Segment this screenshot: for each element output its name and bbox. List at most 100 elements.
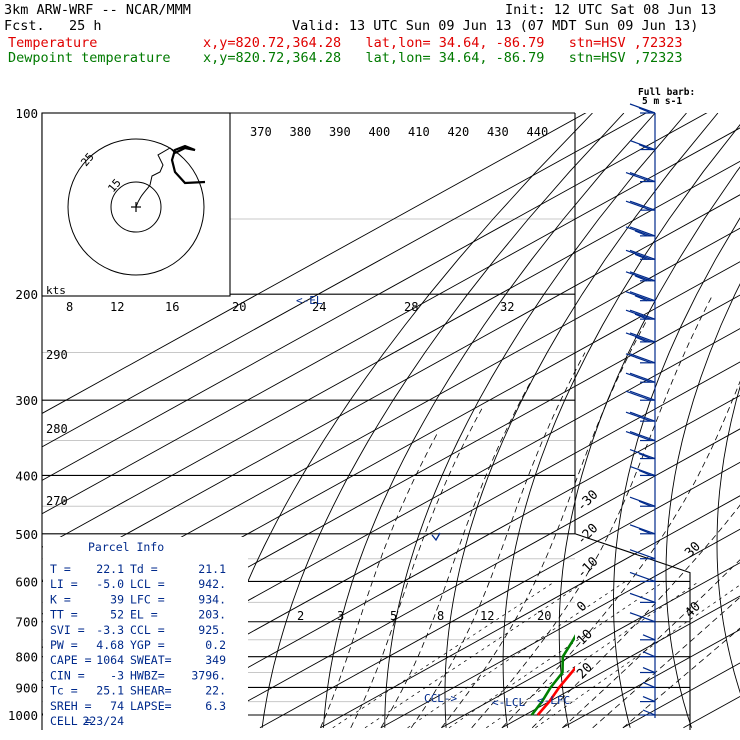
barb-full xyxy=(629,139,656,151)
barb-half xyxy=(638,453,652,460)
pressure-label: 1000 xyxy=(8,708,38,723)
barb-half xyxy=(634,336,648,343)
mixing-ratio-label-upper: 12 xyxy=(110,300,124,314)
isotherm-line xyxy=(138,394,740,729)
barb-full xyxy=(629,332,656,343)
moist-adiabat xyxy=(501,380,740,729)
theta-label-top: 440 xyxy=(527,125,549,139)
barb-full xyxy=(629,200,656,211)
pressure-label: 200 xyxy=(15,287,38,302)
barb-half xyxy=(642,696,656,703)
barb-full xyxy=(629,249,656,260)
isotherm-line xyxy=(380,528,740,729)
wind-barb xyxy=(625,226,656,237)
parcel-row-label: LCL = xyxy=(130,577,165,591)
barb-half xyxy=(634,313,648,320)
hodograph-units-label: kts xyxy=(46,284,66,297)
barb-full xyxy=(629,353,656,364)
moist-adiabat xyxy=(410,352,586,729)
parcel-row-value: -3 xyxy=(110,668,124,682)
temperature-point-info: x,y=820.72,364.28 lat,lon= 34.64, -86.79… xyxy=(203,35,683,51)
mixing-ratio-line xyxy=(486,581,700,729)
barb-half xyxy=(642,681,656,689)
theta-label-top: 380 xyxy=(290,125,312,139)
pressure-label: 700 xyxy=(15,615,38,630)
isotherm-label-right: -30 xyxy=(574,487,601,514)
mixing-ratio-line xyxy=(332,581,556,729)
isotherm-label-right: -10 xyxy=(574,554,601,581)
isotherm-label-right: 0 xyxy=(574,599,590,615)
parcel-row-label: SWEAT= xyxy=(130,653,172,667)
hodograph-frame xyxy=(41,112,231,297)
parcel-row-label: K = xyxy=(50,592,71,606)
mixing-ratio-line xyxy=(407,581,626,729)
dry-adiabat xyxy=(261,113,625,728)
moist-adiabat xyxy=(531,504,740,729)
wind-barb xyxy=(640,634,656,641)
isotherm-label-right: 30 xyxy=(682,539,704,561)
dry-adiabat xyxy=(444,113,719,728)
barb-legend-line2: 5 m s-1 xyxy=(642,96,682,107)
mixing-ratio-label-upper: 24 xyxy=(312,300,326,314)
dry-adiabat xyxy=(613,217,740,728)
parcel-row-value: 925. xyxy=(198,623,226,637)
barb-full xyxy=(629,309,656,320)
wind-barb xyxy=(625,353,656,364)
theta-label-top: 390 xyxy=(329,125,351,139)
barb-full xyxy=(629,291,656,302)
barb-half xyxy=(634,295,648,302)
barb-full xyxy=(629,103,656,114)
parcel-row-label: LFC = xyxy=(130,592,165,606)
mixing-ratio-label-lower: 5 xyxy=(390,609,397,623)
barb-full xyxy=(625,390,652,401)
isotherm-line xyxy=(42,227,740,615)
barb-full xyxy=(629,430,656,442)
parcel-row-label: T = xyxy=(50,562,71,576)
parcel-row-label: PW = xyxy=(50,638,78,652)
wind-barb xyxy=(640,709,656,716)
hodograph-trace-high xyxy=(170,144,206,185)
wind-barb xyxy=(629,549,656,560)
pressure-label: 600 xyxy=(15,574,38,589)
wind-barbs xyxy=(625,103,656,718)
isotherm-line xyxy=(259,461,740,729)
isotherm-line xyxy=(42,194,740,582)
barb-half xyxy=(642,651,656,658)
barb-half xyxy=(642,709,656,716)
sounding-traces xyxy=(530,634,575,716)
background-grid xyxy=(42,113,740,729)
barb-full xyxy=(625,172,652,183)
wind-barb xyxy=(629,571,656,583)
wind-barb xyxy=(629,496,656,507)
theta-label-top: 370 xyxy=(250,125,272,139)
parcel-row-value: 4.68 xyxy=(96,638,124,652)
freezing-level-marker xyxy=(431,532,441,542)
pressure-label: 900 xyxy=(15,680,38,695)
parcel-row-label: CAPE = xyxy=(50,653,92,667)
isotherm-line xyxy=(42,113,587,414)
hodograph-trace-low xyxy=(135,147,176,208)
parcel-row-value: 1064 xyxy=(96,653,124,667)
hodograph-ring xyxy=(67,138,205,276)
parcel-row-label: YGP = xyxy=(130,638,165,652)
wind-barb xyxy=(640,666,656,674)
dry-adiabat xyxy=(200,113,593,728)
dry-adiabat xyxy=(665,283,740,728)
barb-half xyxy=(642,634,656,641)
mixing-ratio-label-lower: 3 xyxy=(337,609,344,623)
mixing-ratio-label-lower: 20 xyxy=(537,609,551,623)
barb-full xyxy=(629,449,656,460)
parcel-row-value: 203. xyxy=(198,608,226,622)
wind-barb xyxy=(625,390,656,401)
parcel-row-label: CCL = xyxy=(130,623,165,637)
parcel-row-value: 52 xyxy=(110,608,124,622)
theta-label-left: 280 xyxy=(46,422,68,436)
parcel-row-value: -5.0 xyxy=(96,577,124,591)
isotherm-line xyxy=(501,595,740,729)
hodograph-ring xyxy=(110,181,162,233)
wind-barb xyxy=(640,681,656,689)
pressure-label: 300 xyxy=(15,393,38,408)
mixing-ratio-label-lower: 12 xyxy=(480,609,494,623)
